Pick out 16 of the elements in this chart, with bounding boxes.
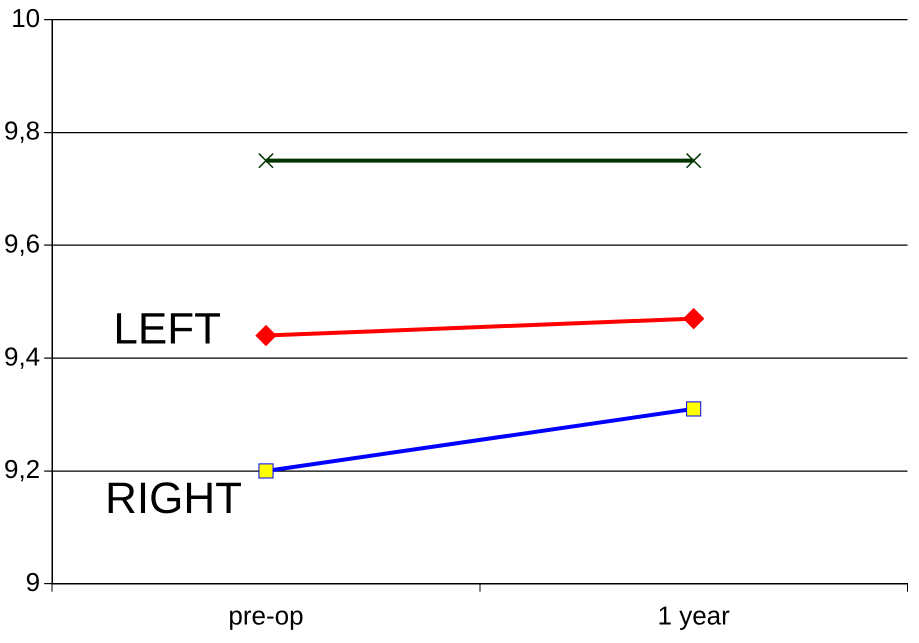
point — [686, 152, 702, 168]
point — [686, 401, 702, 416]
point — [683, 308, 704, 330]
x-tick-label: pre-op — [228, 600, 304, 631]
y-tick-label: 9,4 — [4, 341, 40, 372]
x-tick-label: 1 year — [658, 600, 730, 631]
series-label: RIGHT — [105, 474, 242, 524]
point — [255, 325, 276, 346]
point — [258, 463, 274, 479]
series-label: LEFT — [113, 304, 221, 354]
y-tick-label: 10 — [11, 2, 40, 33]
y-tick-label: 9 — [26, 566, 40, 597]
y-tick-label: 9,6 — [4, 228, 40, 258]
y-tick-label: 9,8 — [4, 116, 40, 146]
y-tick-label: 9,2 — [4, 454, 40, 484]
point — [258, 152, 274, 168]
